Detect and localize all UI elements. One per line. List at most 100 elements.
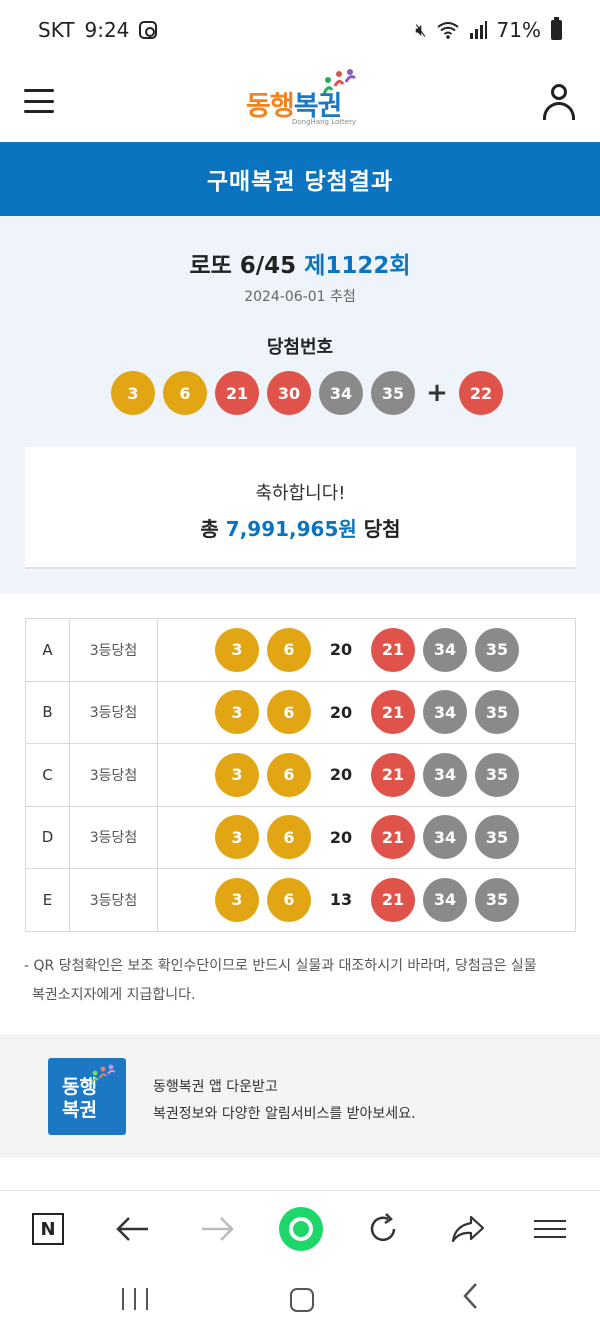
matched-number-ball: 34 xyxy=(423,815,467,860)
matched-number-ball: 35 xyxy=(475,752,519,797)
hamburger-menu-icon[interactable] xyxy=(24,89,54,113)
donghang-logo[interactable]: 동행복권 DongHang Lottery xyxy=(246,68,366,132)
game-letter: E xyxy=(25,868,70,932)
prize-summary: 축하합니다! 총 7,991,965원 당첨 xyxy=(25,447,576,569)
app-banner-line-2: 복권정보와 다양한 알림서비스를 받아보세요. xyxy=(153,1106,416,1122)
app-logo-figures-icon xyxy=(91,1064,116,1084)
unmatched-number: 20 xyxy=(329,640,353,660)
matched-number-ball: 3 xyxy=(215,690,259,735)
battery-percent: 71% xyxy=(496,18,541,42)
matched-number-ball: 3 xyxy=(215,752,259,797)
app-logo-line-2: 복권 xyxy=(62,1099,97,1121)
game-rank: 3등당첨 xyxy=(69,868,158,932)
page-title: 구매복권 당첨결과 xyxy=(0,142,600,216)
home-icon[interactable] xyxy=(290,1288,314,1312)
recent-apps-icon[interactable] xyxy=(122,1288,148,1310)
winning-number-ball: 34 xyxy=(319,371,363,415)
browser-toolbar: N xyxy=(0,1190,600,1270)
game-numbers: 3 6 20 21 34 35 xyxy=(157,743,576,807)
game-numbers: 3 6 13 21 34 35 xyxy=(157,868,576,932)
unmatched-number: 20 xyxy=(329,827,353,847)
matched-number-ball: 34 xyxy=(423,752,467,797)
notice-line-2: 복권소지자에게 지급합니다. xyxy=(32,987,196,1003)
congrats-text: 축하합니다! xyxy=(255,483,346,504)
app-logo[interactable]: 동행 복권 xyxy=(48,1058,126,1135)
wifi-icon xyxy=(436,22,459,39)
menu-icon[interactable] xyxy=(534,1209,566,1249)
game-letter: B xyxy=(25,680,70,744)
total-prefix: 총 xyxy=(200,517,219,541)
game-row: C 3등당첨 3 6 20 21 34 35 xyxy=(25,743,576,807)
matched-number-ball: 35 xyxy=(475,815,519,860)
game-row: B 3등당첨 3 6 20 21 34 35 xyxy=(25,680,576,744)
signal-icon xyxy=(469,21,487,39)
carrier: SKT xyxy=(38,18,75,42)
naver-n-icon[interactable]: N xyxy=(32,1209,64,1249)
matched-number-ball: 21 xyxy=(371,627,415,672)
instagram-icon xyxy=(139,21,158,39)
purchased-games-table: A 3등당첨 3 6 20 21 34 35 B 3등당첨 3 6 20 21 34 35 C 3등당첨 3 6 20 2… xyxy=(25,618,576,932)
game-rank: 3등당첨 xyxy=(69,805,158,869)
unmatched-number: 20 xyxy=(329,765,353,785)
game-numbers: 3 6 20 21 34 35 xyxy=(157,680,576,744)
qr-notice: - QR 당첨확인은 보조 확인수단이므로 반드시 실물과 대조하시기 바라며,… xyxy=(24,952,580,1010)
winning-number-ball: 3 xyxy=(111,371,155,415)
clock: 9:24 xyxy=(84,18,130,42)
app-header: 동행복권 DongHang Lottery xyxy=(0,60,600,142)
bonus-number-ball: 22 xyxy=(459,371,503,415)
android-navigation-bar xyxy=(0,1270,600,1334)
winning-number-ball: 30 xyxy=(267,371,311,415)
matched-number-ball: 21 xyxy=(371,815,415,860)
prize-amount: 7,991,965원 xyxy=(225,517,357,541)
draw-title: 로또 6/45 제1122회 xyxy=(0,246,600,280)
user-account-icon[interactable] xyxy=(542,84,576,120)
app-logo-line-1: 동행 xyxy=(62,1076,97,1098)
game-row: E 3등당첨 3 6 13 21 34 35 xyxy=(25,868,576,932)
app-banner-text: 동행복권 앱 다운받고 복권정보와 다양한 알림서비스를 받아보세요. xyxy=(153,1074,416,1128)
matched-number-ball: 35 xyxy=(475,627,519,672)
matched-number-ball: 6 xyxy=(267,690,311,735)
matched-number-ball: 21 xyxy=(371,752,415,797)
logo-subtext: DongHang Lottery xyxy=(292,118,357,126)
matched-number-ball: 3 xyxy=(215,815,259,860)
total-prize: 총 7,991,965원 당첨 xyxy=(25,513,576,542)
matched-number-ball: 21 xyxy=(371,877,415,922)
logo-text-blue: 복권 xyxy=(293,91,343,122)
refresh-icon[interactable] xyxy=(366,1209,400,1249)
share-icon[interactable] xyxy=(450,1209,486,1249)
matched-number-ball: 34 xyxy=(423,877,467,922)
battery-icon xyxy=(551,17,562,40)
game-rank: 3등당첨 xyxy=(69,680,158,744)
naver-n-label: N xyxy=(32,1213,64,1245)
game-letter: C xyxy=(25,743,70,807)
winning-number-ball: 6 xyxy=(163,371,207,415)
game-numbers: 3 6 20 21 34 35 xyxy=(157,618,576,682)
draw-round: 제1122회 xyxy=(304,253,411,279)
winning-numbers: 3 6 21 30 34 35 +22 xyxy=(111,371,511,415)
forward-arrow-icon[interactable] xyxy=(200,1209,234,1249)
game-letter: D xyxy=(25,805,70,869)
home-green-icon[interactable] xyxy=(279,1207,323,1251)
matched-number-ball: 21 xyxy=(371,690,415,735)
matched-number-ball: 6 xyxy=(267,752,311,797)
game-row: A 3등당첨 3 6 20 21 34 35 xyxy=(25,618,576,682)
matched-number-ball: 35 xyxy=(475,877,519,922)
back-arrow-icon[interactable] xyxy=(116,1209,150,1249)
matched-number-ball: 3 xyxy=(215,627,259,672)
game-numbers: 3 6 20 21 34 35 xyxy=(157,805,576,869)
matched-number-ball: 6 xyxy=(267,877,311,922)
unmatched-number: 13 xyxy=(329,890,353,910)
mute-icon: 🔇︎ xyxy=(415,19,427,41)
nav-back-icon[interactable] xyxy=(462,1282,478,1317)
logo-text-orange: 동행 xyxy=(246,91,295,122)
game-rank: 3등당첨 xyxy=(69,743,158,807)
status-bar: SKT 9:24 🔇︎ 71% xyxy=(0,0,600,60)
matched-number-ball: 6 xyxy=(267,627,311,672)
winning-number-ball: 21 xyxy=(215,371,259,415)
game-name: 로또 6/45 xyxy=(189,253,297,279)
matched-number-ball: 34 xyxy=(423,627,467,672)
app-download-banner[interactable]: 동행 복권 동행복권 앱 다운받고 복권정보와 다양한 알림서비스를 받아보세요… xyxy=(0,1034,600,1158)
draw-result-section: 로또 6/45 제1122회 2024-06-01 추첨 당첨번호 3 6 21 30… xyxy=(0,216,600,594)
game-row: D 3등당첨 3 6 20 21 34 35 xyxy=(25,805,576,869)
unmatched-number: 20 xyxy=(329,702,353,722)
